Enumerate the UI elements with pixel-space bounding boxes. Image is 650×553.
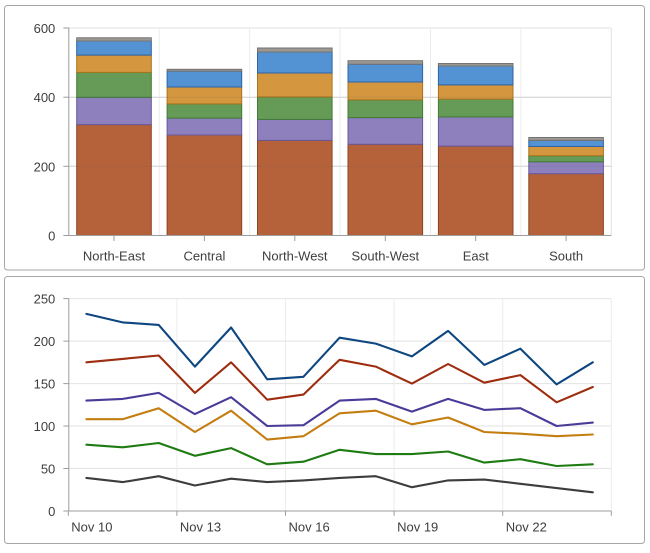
- svg-text:Nov 16: Nov 16: [289, 519, 330, 534]
- svg-text:Central: Central: [183, 248, 225, 263]
- svg-text:0: 0: [48, 229, 55, 244]
- svg-text:South: South: [549, 248, 583, 263]
- svg-text:East: East: [463, 248, 489, 263]
- svg-text:South-West: South-West: [351, 248, 419, 263]
- svg-text:100: 100: [34, 419, 56, 434]
- svg-text:Nov 19: Nov 19: [397, 519, 438, 534]
- svg-text:North-East: North-East: [83, 248, 146, 263]
- svg-text:600: 600: [34, 21, 56, 36]
- svg-text:North-West: North-West: [262, 248, 328, 263]
- svg-text:200: 200: [34, 159, 56, 174]
- svg-text:250: 250: [34, 292, 56, 307]
- svg-text:400: 400: [34, 90, 56, 105]
- svg-text:Nov 13: Nov 13: [180, 519, 221, 534]
- svg-text:150: 150: [34, 377, 56, 392]
- svg-text:200: 200: [34, 334, 56, 349]
- svg-text:0: 0: [48, 504, 55, 519]
- svg-text:Nov 22: Nov 22: [506, 519, 547, 534]
- svg-text:50: 50: [41, 462, 55, 477]
- svg-text:Nov 10: Nov 10: [71, 519, 112, 534]
